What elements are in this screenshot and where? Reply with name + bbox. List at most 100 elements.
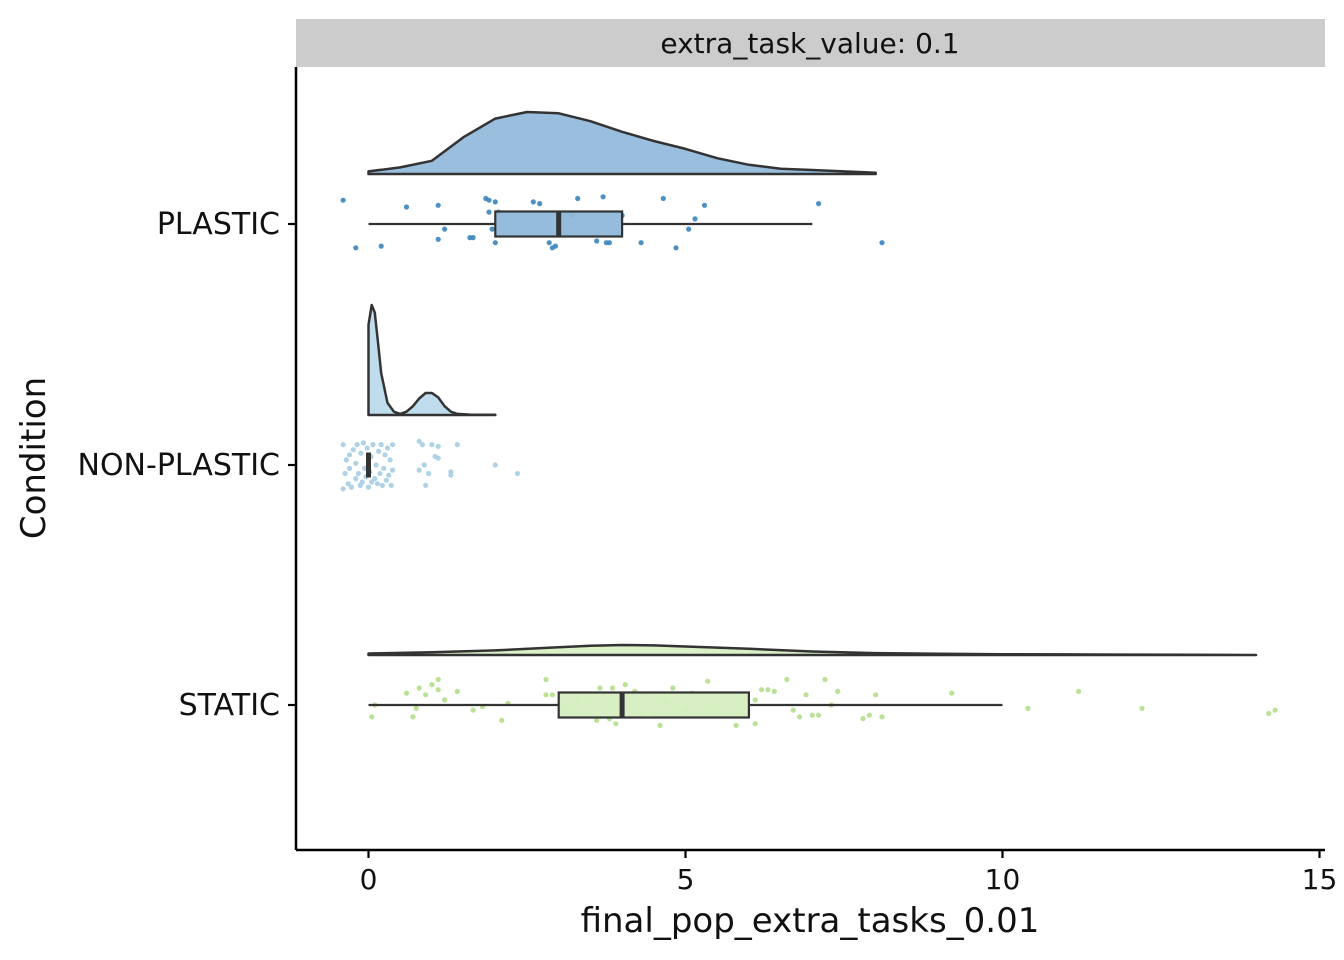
data-point — [816, 201, 822, 207]
group-static — [367, 643, 1278, 729]
data-point — [549, 245, 556, 251]
y-tick-label: PLASTIC — [157, 207, 280, 242]
data-point — [429, 442, 435, 448]
data-point — [369, 714, 375, 720]
data-point — [771, 688, 777, 695]
data-point — [355, 470, 361, 477]
data-point — [492, 240, 498, 246]
data-point — [364, 445, 370, 451]
data-point — [390, 442, 396, 448]
data-point — [354, 442, 360, 448]
data-point — [345, 481, 351, 487]
x-axis-title: final_pop_extra_tasks_0.01 — [581, 901, 1040, 941]
data-point — [340, 197, 346, 203]
data-point — [879, 714, 885, 720]
data-point — [470, 235, 476, 241]
data-point — [378, 442, 384, 448]
data-point — [416, 467, 422, 473]
data-point — [597, 685, 603, 691]
data-point — [657, 722, 663, 729]
data-point — [384, 445, 391, 451]
density-plastic — [367, 110, 877, 176]
density-static — [367, 643, 1258, 657]
data-point — [543, 676, 549, 683]
data-point — [514, 470, 521, 477]
x-tick-label: 0 — [360, 863, 378, 896]
data-point — [442, 226, 448, 232]
data-point — [376, 448, 382, 454]
data-point — [600, 194, 606, 200]
data-point — [797, 714, 803, 720]
data-point — [369, 479, 375, 485]
data-point — [835, 688, 841, 695]
data-point — [1076, 688, 1082, 695]
data-point — [353, 476, 359, 482]
data-point — [435, 687, 441, 693]
data-point — [423, 692, 429, 698]
data-point — [809, 712, 815, 718]
data-point — [486, 209, 492, 215]
box-static — [557, 691, 751, 719]
x-tick-label: 10 — [985, 863, 1021, 896]
data-point — [416, 438, 422, 444]
data-point — [489, 226, 495, 232]
data-point — [348, 484, 354, 490]
data-point — [705, 678, 711, 684]
data-point — [492, 199, 498, 205]
data-point — [390, 467, 396, 473]
data-point — [454, 688, 460, 695]
data-point — [360, 440, 366, 446]
data-point — [1266, 710, 1272, 717]
data-point — [1272, 707, 1278, 713]
data-point — [340, 486, 346, 492]
data-point — [403, 690, 410, 696]
data-point — [378, 243, 384, 249]
data-point — [537, 201, 543, 207]
data-point — [816, 712, 822, 718]
data-point — [499, 717, 505, 723]
data-point — [429, 682, 435, 688]
data-point — [421, 462, 427, 468]
data-point — [470, 707, 476, 713]
data-point — [790, 707, 796, 713]
data-point — [340, 442, 346, 448]
data-point — [388, 482, 394, 488]
data-point — [784, 676, 790, 683]
group-non-plastic — [340, 303, 521, 492]
data-point — [353, 460, 359, 466]
data-point — [454, 442, 460, 448]
data-point — [374, 481, 380, 487]
data-point — [419, 442, 425, 448]
data-point — [610, 685, 616, 691]
data-point — [606, 240, 613, 246]
data-point — [549, 692, 556, 698]
data-point — [370, 442, 376, 448]
data-point — [660, 195, 666, 202]
data-point — [543, 692, 549, 698]
data-point — [803, 692, 809, 698]
data-point — [822, 676, 828, 683]
data-point — [416, 685, 422, 691]
data-point — [673, 245, 679, 251]
axes: PLASTIC NON-PLASTIC STATIC 0 5 10 15 — [78, 207, 1338, 896]
density-non-plastic — [367, 303, 497, 417]
data-point — [613, 721, 619, 727]
x-tick-label: 15 — [1302, 863, 1338, 896]
data-point — [686, 226, 692, 232]
data-point — [622, 682, 628, 688]
data-point — [866, 712, 873, 718]
data-point — [1025, 705, 1031, 712]
data-point — [442, 697, 448, 703]
data-point — [413, 705, 419, 712]
data-point — [530, 199, 536, 205]
data-point — [670, 685, 676, 691]
data-point — [733, 722, 739, 729]
data-point — [949, 690, 955, 696]
data-point — [594, 238, 600, 244]
data-point — [379, 482, 385, 488]
data-point — [358, 450, 364, 456]
data-point — [383, 477, 389, 483]
data-point — [426, 470, 432, 477]
data-point — [350, 447, 356, 453]
